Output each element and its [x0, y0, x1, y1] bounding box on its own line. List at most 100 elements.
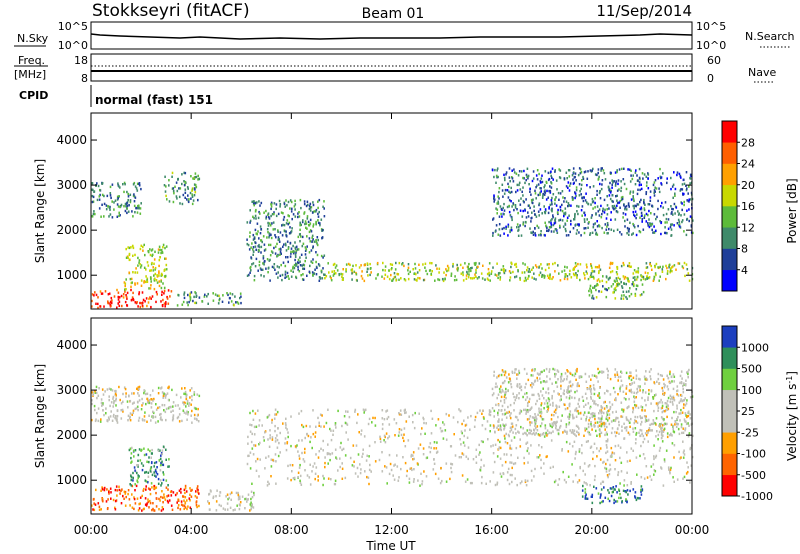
velocity-cell [504, 424, 506, 428]
velocity-cell [549, 423, 551, 426]
power-cell [536, 178, 539, 181]
power-cell [306, 227, 308, 230]
power-cell [172, 200, 175, 204]
power-cell [633, 207, 635, 210]
power-cell [295, 264, 297, 267]
velocity-cell [687, 376, 689, 379]
power-cell [609, 261, 612, 265]
velocity-cell [578, 448, 581, 451]
power-cell [515, 262, 517, 266]
velocity-cell [647, 396, 649, 399]
power-cell [274, 234, 276, 237]
velocity-cell [669, 470, 671, 473]
power-cell [574, 212, 576, 216]
velocity-cell [559, 424, 562, 428]
velocity-cell [440, 430, 443, 433]
velocity-cell [591, 413, 594, 417]
velocity-cell [253, 444, 255, 447]
velocity-cell [148, 399, 151, 402]
power-cell [447, 266, 450, 270]
power-cell [662, 265, 664, 268]
velocity-cell [571, 396, 573, 399]
power-cell [154, 277, 156, 280]
velocity-cell [178, 420, 181, 423]
power-cell [138, 261, 140, 264]
power-cell [592, 297, 595, 300]
power-cell [253, 274, 256, 278]
power-cell [279, 205, 281, 208]
velocity-cell [676, 393, 678, 396]
velocity-cell [162, 396, 164, 399]
power-cell [598, 225, 601, 228]
velocity-cell [303, 460, 306, 463]
velocity-cell [674, 420, 677, 423]
velocity-cell [442, 437, 445, 440]
power-cell [629, 192, 631, 195]
power-cell [496, 202, 498, 205]
velocity-cell [590, 445, 593, 448]
velocity-cell [571, 463, 573, 466]
velocity-cell [678, 450, 680, 454]
velocity-cell [120, 489, 122, 493]
velocity-cell [314, 431, 317, 434]
power-cell [297, 261, 300, 265]
velocity-cell [627, 406, 629, 409]
velocity-cell [577, 412, 580, 415]
power-cell [317, 200, 319, 203]
power-cell [503, 209, 506, 212]
power-cell [302, 278, 305, 281]
power-cell [575, 188, 578, 192]
power-cell [126, 211, 128, 215]
power-cell [671, 265, 674, 268]
power-cell [375, 277, 377, 280]
velocity-cell [268, 445, 271, 448]
velocity-cell [413, 478, 415, 481]
power-cell [545, 198, 548, 201]
power-cell [345, 268, 347, 271]
velocity-cell [683, 382, 685, 385]
velocity-cell [667, 466, 670, 469]
velocity-cell [253, 425, 256, 429]
power-cell [258, 237, 260, 240]
velocity-cell [413, 468, 415, 471]
power-cell [404, 279, 407, 282]
velocity-cell [115, 415, 117, 418]
velocity-cell [402, 456, 404, 459]
power-cell [668, 263, 671, 266]
power-cell [492, 231, 494, 235]
velocity-cell [546, 429, 549, 432]
velocity-cell [532, 432, 535, 435]
velocity-cell [309, 463, 311, 466]
velocity-cell [659, 374, 662, 377]
velocity-cell [641, 488, 644, 491]
power-cell [296, 248, 299, 251]
power-cell [625, 208, 628, 211]
power-cell [554, 221, 557, 224]
velocity-cell [639, 389, 641, 392]
power-cell [191, 189, 193, 192]
velocity-cell [310, 436, 312, 439]
velocity-cell [588, 411, 590, 414]
power-cell [186, 186, 189, 189]
velocity-cell [617, 416, 619, 420]
velocity-cell [341, 448, 343, 452]
power-cell [137, 305, 139, 308]
velocity-cell [518, 397, 520, 400]
power-cell [230, 300, 233, 303]
power-cell [302, 242, 305, 245]
power-cell [591, 231, 594, 234]
velocity-cell [162, 445, 165, 448]
velocity-cell [509, 416, 512, 420]
velocity-cell [246, 462, 249, 466]
velocity-cell [589, 433, 592, 436]
velocity-cell [469, 428, 471, 431]
velocity-cell [658, 449, 661, 452]
velocity-cell [129, 483, 131, 486]
velocity-cell [531, 393, 533, 397]
power-cell [634, 278, 636, 282]
power-cell [563, 269, 566, 272]
power-cell [640, 183, 642, 186]
velocity-cell [673, 380, 675, 383]
velocity-cell [250, 424, 253, 427]
velocity-cell [423, 470, 425, 473]
